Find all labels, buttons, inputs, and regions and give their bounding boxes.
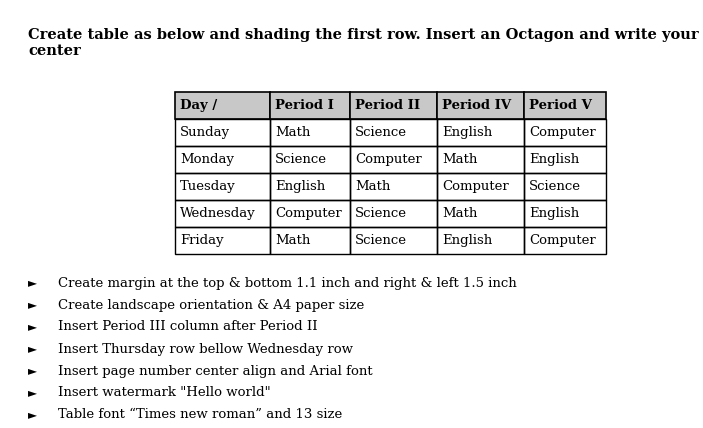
Bar <box>175 92 270 119</box>
Bar <box>524 173 606 200</box>
Text: Science: Science <box>275 153 327 166</box>
Text: Insert Period III column after Period II: Insert Period III column after Period II <box>58 321 318 333</box>
Text: Create margin at the top & bottom 1.1 inch and right & left 1.5 inch: Create margin at the top & bottom 1.1 in… <box>58 276 517 289</box>
Bar <box>437 119 524 146</box>
Bar <box>270 173 350 200</box>
Bar <box>524 200 606 227</box>
Text: Period V: Period V <box>529 99 592 112</box>
Text: Science: Science <box>355 234 407 247</box>
Text: Day /: Day / <box>180 99 217 112</box>
Text: Period II: Period II <box>355 99 420 112</box>
Text: ►: ► <box>28 386 37 399</box>
Text: Science: Science <box>355 126 407 139</box>
Text: Science: Science <box>529 180 581 193</box>
Bar <box>350 200 437 227</box>
Text: Computer: Computer <box>529 234 595 247</box>
Text: ►: ► <box>28 342 37 356</box>
Bar <box>437 227 524 254</box>
Bar <box>350 92 437 119</box>
Bar <box>524 92 606 119</box>
Text: Computer: Computer <box>355 153 422 166</box>
Bar <box>270 92 350 119</box>
Bar <box>437 200 524 227</box>
Text: English: English <box>529 207 579 220</box>
Text: Math: Math <box>275 234 311 247</box>
Bar <box>437 173 524 200</box>
Text: Computer: Computer <box>529 126 595 139</box>
Bar <box>270 200 350 227</box>
Text: ►: ► <box>28 276 37 289</box>
Text: Friday: Friday <box>180 234 224 247</box>
Bar <box>175 92 270 119</box>
Text: Table font “Times new roman” and 13 size: Table font “Times new roman” and 13 size <box>58 408 342 422</box>
Text: ►: ► <box>28 408 37 422</box>
Bar <box>524 227 606 254</box>
Bar <box>350 173 437 200</box>
Bar <box>350 92 437 119</box>
Text: Math: Math <box>442 207 477 220</box>
Text: Insert Thursday row bellow Wednesday row: Insert Thursday row bellow Wednesday row <box>58 342 353 356</box>
Text: Math: Math <box>275 126 311 139</box>
Text: English: English <box>442 234 492 247</box>
Bar <box>270 119 350 146</box>
Bar <box>524 92 606 119</box>
Bar <box>175 146 270 173</box>
Text: English: English <box>275 180 325 193</box>
Bar <box>437 92 524 119</box>
Text: center: center <box>28 44 81 58</box>
Bar <box>175 227 270 254</box>
Bar <box>270 146 350 173</box>
Bar <box>175 119 270 146</box>
Text: Sunday: Sunday <box>180 126 230 139</box>
Text: ►: ► <box>28 321 37 333</box>
Text: Tuesday: Tuesday <box>180 180 236 193</box>
Text: Math: Math <box>442 153 477 166</box>
Text: Create table as below and shading the first row. Insert an Octagon and write you: Create table as below and shading the fi… <box>28 28 703 42</box>
Bar <box>175 200 270 227</box>
Text: Wednesday: Wednesday <box>180 207 256 220</box>
Bar <box>350 119 437 146</box>
Text: Period IV: Period IV <box>442 99 511 112</box>
Text: Math: Math <box>355 180 390 193</box>
Bar <box>270 227 350 254</box>
Bar <box>175 173 270 200</box>
Text: Insert watermark "Hello world": Insert watermark "Hello world" <box>58 386 271 399</box>
Text: Monday: Monday <box>180 153 234 166</box>
Text: English: English <box>529 153 579 166</box>
Text: Science: Science <box>355 207 407 220</box>
Bar <box>524 119 606 146</box>
Text: Computer: Computer <box>442 180 509 193</box>
Text: Period I: Period I <box>275 99 334 112</box>
Bar <box>524 146 606 173</box>
Text: English: English <box>442 126 492 139</box>
Bar <box>437 92 524 119</box>
Text: ►: ► <box>28 365 37 377</box>
Text: Computer: Computer <box>275 207 342 220</box>
Bar <box>350 227 437 254</box>
Bar <box>350 146 437 173</box>
Bar <box>270 92 350 119</box>
Bar <box>437 146 524 173</box>
Text: Create landscape orientation & A4 paper size: Create landscape orientation & A4 paper … <box>58 298 364 312</box>
Text: ►: ► <box>28 298 37 312</box>
Text: Insert page number center align and Arial font: Insert page number center align and Aria… <box>58 365 373 377</box>
